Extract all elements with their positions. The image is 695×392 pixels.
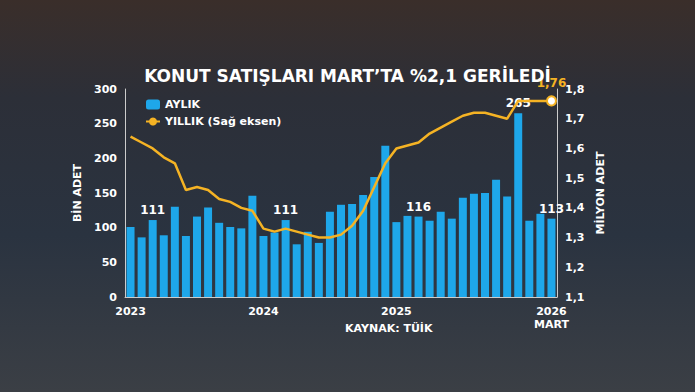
svg-text:200: 200	[94, 152, 117, 165]
svg-text:KAYNAK: TÜİK: KAYNAK: TÜİK	[345, 321, 433, 335]
svg-text:116: 116	[406, 200, 431, 214]
svg-text:1,4: 1,4	[565, 201, 585, 214]
svg-text:1,1: 1,1	[565, 291, 585, 304]
svg-text:KONUT SATIŞLARI MART’TA %2,1 G: KONUT SATIŞLARI MART’TA %2,1 GERİLEDİ	[144, 65, 551, 86]
svg-text:1,2: 1,2	[565, 261, 585, 274]
svg-text:111: 111	[273, 203, 298, 217]
svg-text:1,8: 1,8	[565, 83, 585, 96]
svg-text:111: 111	[140, 203, 165, 217]
svg-text:1,76: 1,76	[536, 76, 567, 91]
svg-text:MART: MART	[534, 318, 569, 331]
svg-text:1,7: 1,7	[565, 112, 585, 125]
svg-text:1,5: 1,5	[565, 172, 585, 185]
svg-text:113: 113	[539, 202, 564, 216]
svg-text:1,6: 1,6	[565, 142, 585, 155]
svg-text:265: 265	[506, 96, 531, 110]
svg-text:150: 150	[94, 187, 117, 200]
svg-text:BİN ADET: BİN ADET	[70, 163, 84, 222]
svg-text:250: 250	[94, 117, 117, 130]
svg-text:1,3: 1,3	[565, 231, 585, 244]
svg-text:300: 300	[94, 83, 117, 96]
svg-text:100: 100	[94, 221, 117, 234]
svg-text:2023: 2023	[115, 305, 146, 318]
svg-text:YILLIK (Sağ eksen): YILLIK (Sağ eksen)	[164, 115, 281, 128]
svg-text:2026: 2026	[536, 305, 567, 318]
svg-text:2024: 2024	[248, 305, 279, 318]
svg-text:0: 0	[109, 291, 117, 304]
svg-text:AYLIK: AYLIK	[165, 98, 201, 111]
svg-text:MİLYON ADET: MİLYON ADET	[593, 151, 607, 234]
svg-text:2025: 2025	[381, 305, 412, 318]
svg-text:50: 50	[102, 256, 118, 269]
